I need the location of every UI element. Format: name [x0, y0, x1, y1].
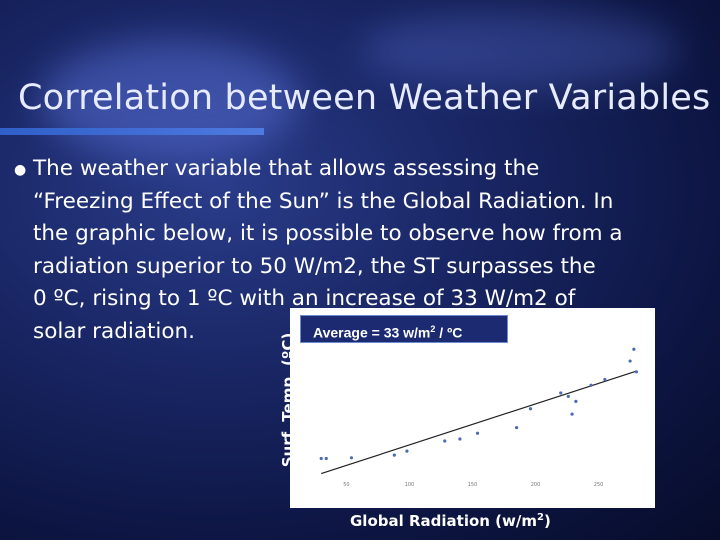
slide-title: Correlation between Weather Variables	[18, 78, 711, 118]
x-axis-label-sup: 2	[537, 512, 544, 523]
bullet-line: solar radiation.	[33, 318, 196, 344]
data-point	[634, 370, 638, 374]
background-glow	[40, 40, 300, 160]
data-point	[475, 431, 480, 435]
bullet-line: “Freezing Effect of the Sun” is the Glob…	[33, 188, 614, 214]
data-point	[589, 383, 593, 387]
annotation-sup: 2	[430, 324, 436, 334]
data-points	[319, 347, 638, 461]
data-point	[443, 439, 447, 443]
x-axis-label-tail: )	[543, 512, 551, 530]
bullet-line: The weather variable that allows assessi…	[33, 156, 540, 181]
bullet-line: radiation superior to 50 W/m2, the ST su…	[33, 253, 596, 279]
data-point	[349, 456, 354, 460]
x-tick-label: 250	[594, 482, 604, 488]
data-point	[458, 437, 462, 441]
bullet-line: the graphic below, it is possible to obs…	[33, 221, 623, 246]
x-axis-label-text: Global Radiation (w/m	[350, 512, 537, 530]
y-axis-label: Surf. Temp. (ºC)	[279, 332, 297, 468]
data-point	[405, 449, 409, 453]
bullet-line: 0 ºC, rising to 1 ºC with an increase of…	[33, 286, 576, 311]
annotation-text: Average = 33 w/m	[313, 324, 431, 341]
x-tick-label: 150	[468, 482, 478, 488]
annotation-tail: / ºC	[435, 324, 463, 341]
bullet-dot-icon: ●	[14, 162, 27, 178]
x-tick-label: 50	[343, 482, 349, 488]
bullet-text: The weather variable that allows assessi…	[33, 153, 718, 348]
trendline	[321, 370, 637, 475]
title-underline	[0, 128, 264, 135]
data-point	[566, 394, 570, 398]
data-point	[319, 456, 323, 461]
x-tick-label: 200	[531, 482, 541, 488]
data-point	[628, 359, 632, 363]
data-point	[324, 456, 328, 461]
data-point	[515, 425, 519, 430]
data-point	[528, 407, 533, 411]
x-tick-label: 100	[405, 482, 415, 488]
data-point	[603, 377, 607, 382]
data-point	[392, 453, 396, 457]
data-point	[632, 347, 636, 351]
average-annotation: Average = 33 w/m2 / ºC	[300, 315, 508, 343]
trendline-layer	[321, 370, 637, 475]
x-axis-label: Global Radiation (w/m2)	[350, 512, 551, 530]
data-point	[574, 399, 578, 403]
x-axis-ticks: 50 100 150 200 250	[343, 482, 603, 488]
data-point	[559, 391, 563, 395]
background-glow	[360, 10, 680, 90]
data-point	[570, 412, 574, 416]
